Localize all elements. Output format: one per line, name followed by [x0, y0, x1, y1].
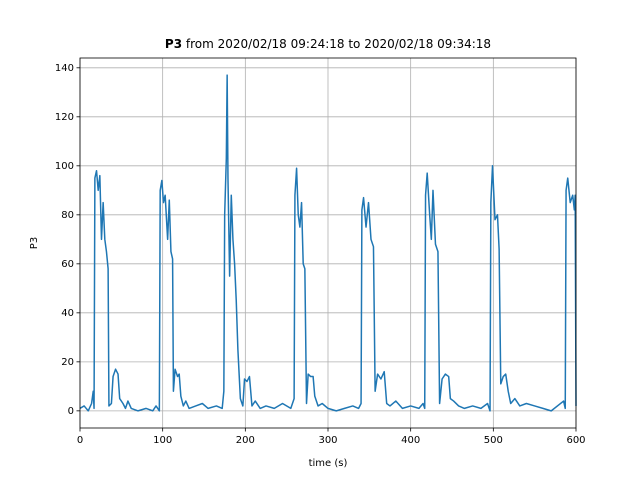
- y-tick-label: 40: [61, 308, 74, 319]
- y-tick-label: 100: [55, 161, 74, 172]
- x-tick-label: 300: [318, 435, 337, 446]
- y-tick-label: 20: [61, 357, 74, 368]
- plot-frame: [79, 57, 577, 429]
- x-axis-label: time (s): [309, 458, 348, 469]
- title-rest: from 2020/02/18 09:24:18 to 2020/02/18 0…: [186, 37, 491, 51]
- x-tick-label: 200: [236, 435, 255, 446]
- data-line: [79, 74, 577, 412]
- y-tick-label: 0: [68, 406, 74, 417]
- y-tick-label: 140: [55, 63, 74, 74]
- y-tick-label: 80: [61, 210, 74, 221]
- y-tick-label: 120: [55, 112, 74, 123]
- x-tick-label: 0: [77, 435, 83, 446]
- y-tick-label: 60: [61, 259, 74, 270]
- x-tick-label: 500: [484, 435, 503, 446]
- x-tick-label: 600: [566, 435, 585, 446]
- chart-title: P3 from 2020/02/18 09:24:18 to 2020/02/1…: [165, 37, 491, 51]
- y-axis-label: P3: [29, 237, 40, 249]
- x-tick-label: 100: [153, 435, 172, 446]
- title-bold: P3: [165, 37, 182, 51]
- x-tick-label: 400: [401, 435, 420, 446]
